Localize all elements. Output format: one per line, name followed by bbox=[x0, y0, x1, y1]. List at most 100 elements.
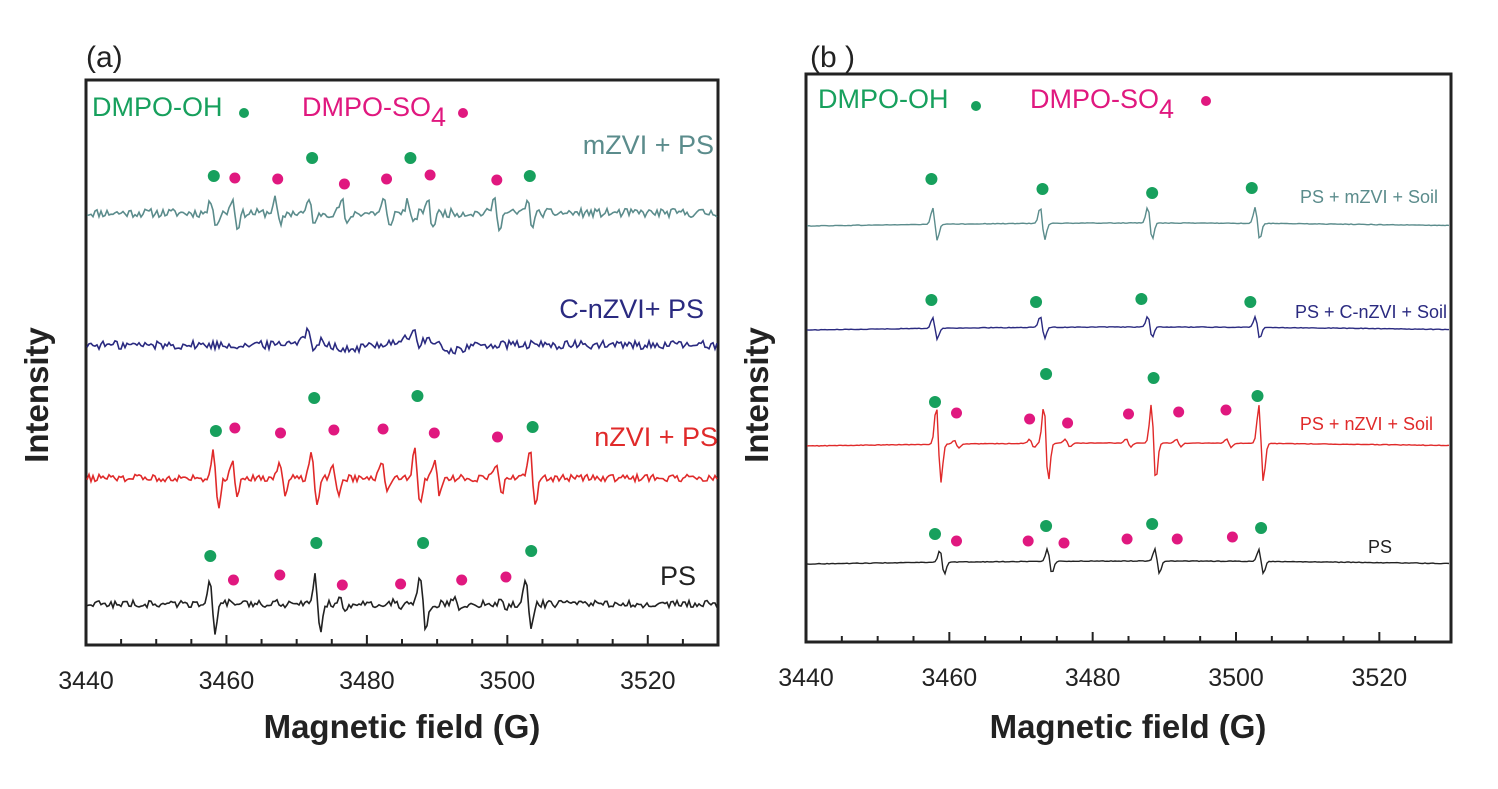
x-tick-label-3460: 3460 bbox=[199, 667, 255, 695]
oh-marker bbox=[417, 537, 430, 549]
so4-marker bbox=[1220, 404, 1232, 416]
panel-b-label: (b ) bbox=[810, 41, 855, 74]
series-label: PS + C-nZVI + Soil bbox=[1295, 302, 1447, 322]
so4-marker bbox=[456, 574, 468, 586]
series-line-nzvi-ps bbox=[86, 447, 718, 509]
oh-marker bbox=[404, 152, 417, 164]
so4-marker bbox=[275, 427, 287, 439]
so4-marker bbox=[229, 172, 241, 184]
x-tick-label-3480: 3480 bbox=[339, 667, 395, 695]
so4-marker bbox=[1058, 537, 1070, 549]
oh-marker bbox=[1146, 187, 1159, 199]
so4-marker bbox=[500, 571, 512, 583]
panel-a-frame bbox=[84, 78, 720, 647]
oh-marker bbox=[523, 170, 536, 182]
series-line-ps-nzvi-soil bbox=[806, 404, 1450, 483]
panel-a-ylabel: Intensity bbox=[18, 327, 55, 463]
so4-marker bbox=[1173, 406, 1185, 418]
series-label: C-nZVI+ PS bbox=[559, 294, 704, 324]
legend-b-oh-text: DMPO-OH bbox=[818, 84, 949, 114]
series-label: PS bbox=[660, 561, 696, 591]
series-line-ps-mzvi-soil bbox=[806, 206, 1450, 241]
panel-b-ylabel: Intensity bbox=[738, 327, 775, 463]
so4-marker bbox=[1062, 417, 1074, 429]
oh-marker bbox=[526, 421, 539, 433]
so4-marker bbox=[336, 579, 348, 591]
so4-marker bbox=[1024, 413, 1036, 425]
oh-marker bbox=[929, 396, 941, 408]
so4-marker bbox=[227, 574, 239, 586]
oh-marker bbox=[1040, 520, 1053, 532]
series-line-mzvi-ps bbox=[86, 195, 718, 233]
x-tick-label-3520: 3520 bbox=[1352, 664, 1408, 692]
legend-b-so4-text: DMPO-SO4 bbox=[1030, 84, 1174, 124]
oh-marker bbox=[306, 152, 319, 164]
so4-marker bbox=[1171, 533, 1183, 545]
oh-marker bbox=[1251, 390, 1264, 402]
panel-b-xlabel: Magnetic field (G) bbox=[990, 708, 1267, 745]
oh-marker bbox=[310, 537, 323, 549]
so4-marker bbox=[424, 169, 436, 181]
series-line-c-nzvi-ps bbox=[86, 326, 718, 355]
panel-a-plot: 3440 3460 3480 3500 3520 mZVI + PS C-nZVI+ PS n… bbox=[58, 130, 719, 695]
so4-marker bbox=[951, 535, 962, 547]
series-label: nZVI + PS bbox=[594, 422, 718, 452]
so4-marker bbox=[428, 427, 440, 439]
oh-marker bbox=[209, 425, 222, 437]
so4-marker bbox=[1121, 533, 1133, 545]
legend-a-so4-text: DMPO-SO4 bbox=[302, 92, 446, 132]
oh-marker bbox=[1030, 296, 1043, 308]
oh-marker bbox=[525, 545, 538, 557]
oh-marker bbox=[929, 528, 941, 540]
series-label: PS + mZVI + Soil bbox=[1300, 187, 1438, 207]
series-line-ps bbox=[806, 546, 1450, 576]
series-label: mZVI + PS bbox=[583, 130, 714, 160]
legend-b-oh-marker bbox=[971, 101, 981, 111]
oh-marker bbox=[925, 173, 938, 185]
so4-marker bbox=[491, 174, 503, 186]
panel-a-label: (a) bbox=[86, 41, 123, 74]
oh-marker bbox=[207, 170, 220, 182]
so4-marker bbox=[381, 173, 393, 185]
series-label: PS + nZVI + Soil bbox=[1300, 414, 1433, 434]
oh-marker bbox=[1245, 182, 1258, 194]
series-line-ps bbox=[86, 573, 718, 635]
legend-a-oh-marker bbox=[239, 108, 249, 118]
series-line-ps-c-nzvi-soil bbox=[806, 314, 1449, 342]
panel-a-legend: DMPO-OH DMPO-SO4 bbox=[92, 92, 468, 132]
so4-marker bbox=[492, 431, 504, 443]
oh-marker bbox=[925, 294, 938, 306]
so4-marker bbox=[395, 578, 407, 590]
oh-marker bbox=[1147, 372, 1160, 384]
so4-marker bbox=[274, 569, 286, 581]
so4-marker bbox=[229, 422, 241, 434]
legend-a-oh-text: DMPO-OH bbox=[92, 92, 223, 122]
so4-marker bbox=[328, 424, 340, 436]
x-tick-label-3480: 3480 bbox=[1065, 664, 1121, 692]
oh-marker bbox=[1040, 368, 1053, 380]
oh-marker bbox=[1255, 522, 1268, 534]
so4-marker bbox=[338, 178, 350, 190]
so4-marker bbox=[272, 173, 284, 185]
x-tick-label-3520: 3520 bbox=[620, 667, 676, 695]
so4-marker bbox=[1226, 531, 1238, 543]
oh-marker bbox=[411, 390, 424, 402]
x-tick-label-3440: 3440 bbox=[58, 667, 114, 695]
panel-a-xlabel: Magnetic field (G) bbox=[264, 708, 541, 745]
x-tick-label-3500: 3500 bbox=[1208, 664, 1264, 692]
x-tick-label-3500: 3500 bbox=[480, 667, 536, 695]
panel-b-frame bbox=[804, 72, 1453, 644]
legend-b-so4-marker bbox=[1201, 96, 1211, 106]
panel-b-legend: DMPO-OH DMPO-SO4 bbox=[818, 84, 1211, 124]
oh-marker bbox=[1036, 183, 1049, 195]
x-tick-label-3440: 3440 bbox=[778, 664, 834, 692]
oh-marker bbox=[204, 550, 217, 562]
oh-marker bbox=[1146, 518, 1159, 530]
oh-marker bbox=[1135, 293, 1148, 305]
series-label: PS bbox=[1368, 537, 1392, 557]
x-tick-label-3460: 3460 bbox=[922, 664, 978, 692]
panel-b-plot: 3440 3460 3480 3500 3520 PS + mZVI + Soil PS +… bbox=[778, 173, 1452, 692]
so4-marker bbox=[377, 423, 389, 435]
so4-marker bbox=[1123, 408, 1134, 420]
